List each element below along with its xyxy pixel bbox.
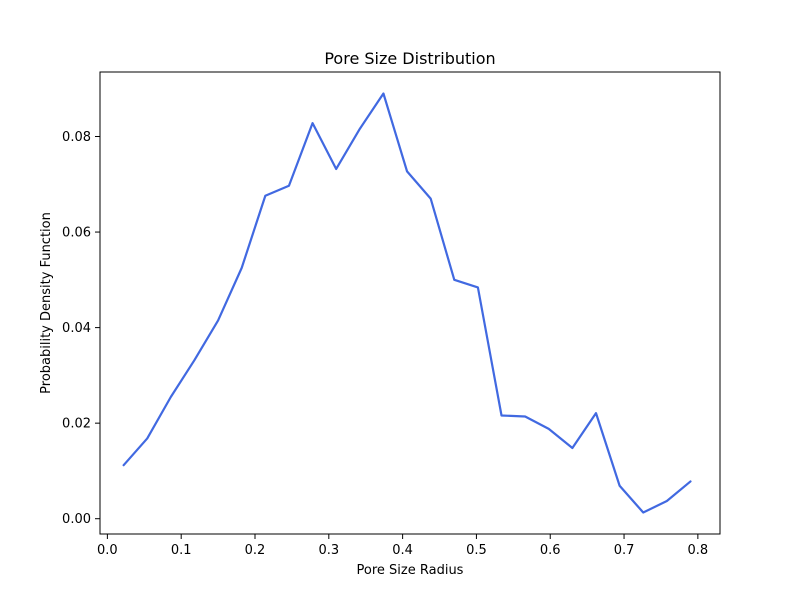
- y-tick-label: 0.06: [62, 226, 91, 241]
- y-axis-label: Probability Density Function: [39, 212, 54, 394]
- x-tick-label: 0.0: [97, 543, 118, 558]
- y-tick-label: 0.08: [62, 130, 91, 145]
- y-tick-label: 0.00: [62, 512, 91, 527]
- x-tick-label: 0.4: [392, 543, 413, 558]
- x-tick-label: 0.3: [318, 543, 339, 558]
- y-tick-label: 0.04: [62, 321, 91, 336]
- x-tick-label: 0.2: [245, 543, 266, 558]
- chart-title: Pore Size Distribution: [324, 49, 495, 68]
- x-tick-label: 0.1: [171, 543, 192, 558]
- x-tick-label: 0.8: [688, 543, 709, 558]
- series-line-0: [122, 92, 692, 514]
- plot-area: 0.0 0.1 0.2 0.3 0.4 0.5 0.6 0.7 0.8 0.00 0.02 0.04 0…: [62, 71, 721, 558]
- y-tick-label: 0.02: [62, 417, 91, 432]
- x-tick-label: 0.7: [614, 543, 635, 558]
- x-tick-label: 0.6: [540, 543, 561, 558]
- x-tick-label: 0.5: [466, 543, 487, 558]
- x-axis-label: Pore Size Radius: [357, 563, 464, 578]
- plot-frame: [99, 71, 721, 535]
